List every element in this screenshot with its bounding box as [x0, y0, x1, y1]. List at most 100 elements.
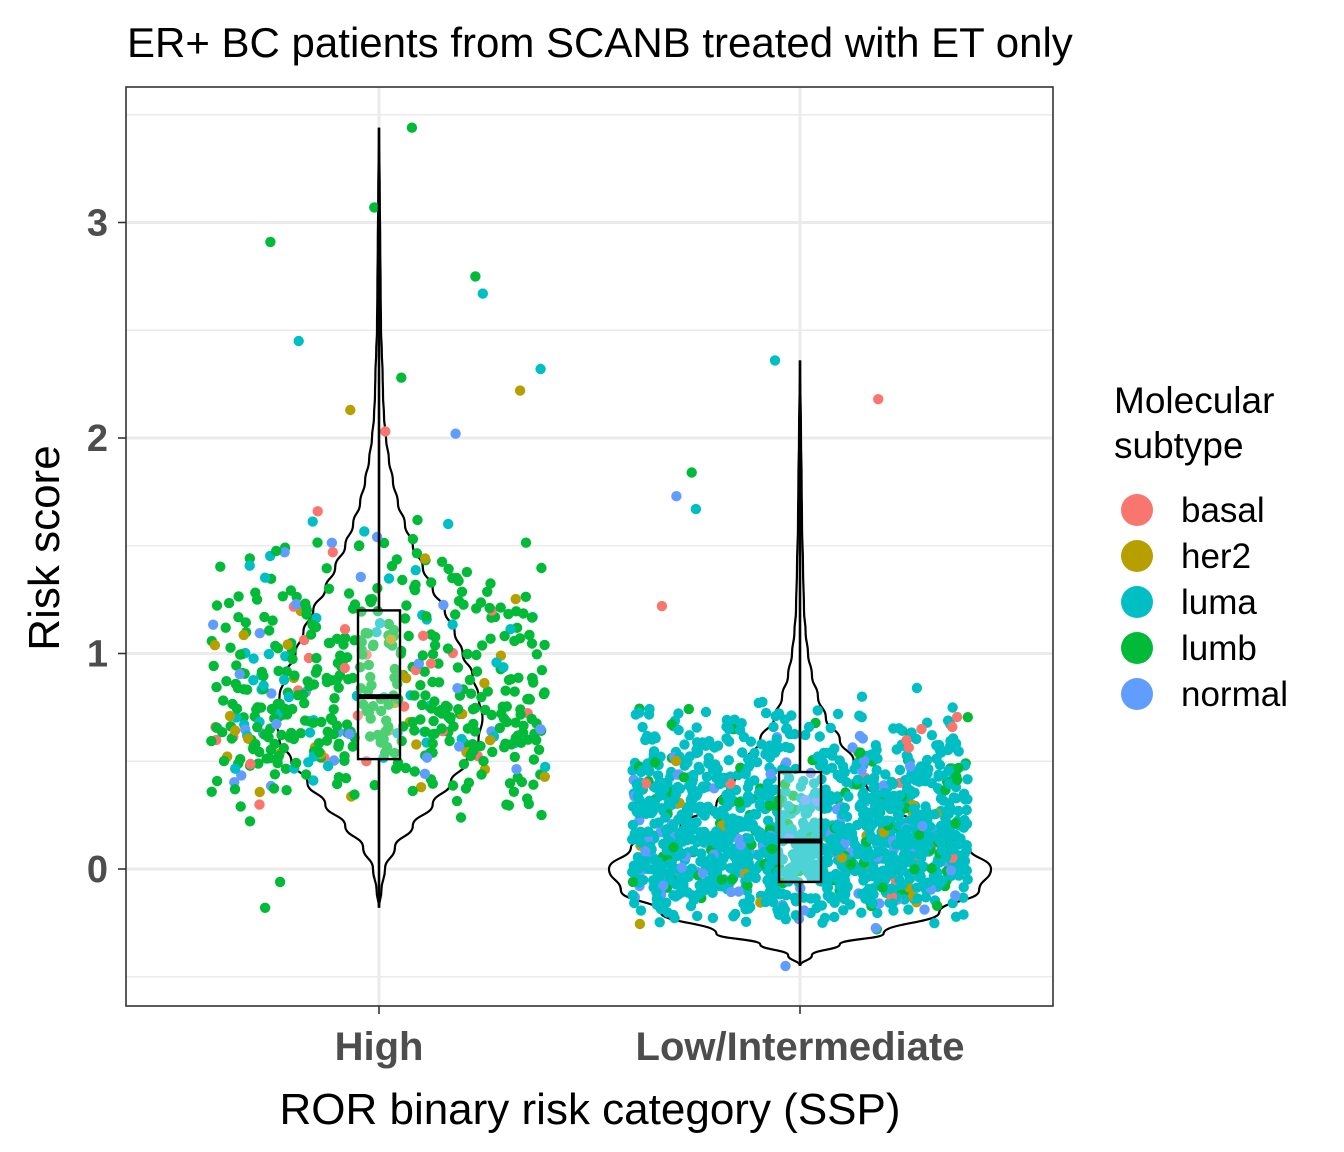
data-point-lumb — [259, 729, 270, 740]
data-point-lumb — [316, 716, 327, 728]
data-point-lumb — [436, 708, 447, 719]
data-point-lumb — [440, 700, 452, 711]
data-point-lumb — [499, 630, 510, 642]
data-point-lumb — [471, 666, 483, 677]
data-point-luma — [829, 911, 840, 923]
data-point-lumb — [539, 639, 550, 651]
data-point-lumb — [433, 658, 444, 669]
data-point-lumb — [952, 774, 963, 786]
data-point-her2 — [385, 634, 397, 645]
data-point-lumb — [452, 662, 464, 673]
data-point-luma — [769, 784, 781, 795]
data-point-luma — [825, 891, 837, 902]
data-point-lumb — [218, 755, 230, 767]
data-point-lumb — [232, 682, 243, 694]
data-point-luma — [822, 882, 834, 893]
data-point-luma — [846, 828, 858, 839]
data-point-luma — [800, 729, 811, 741]
data-point-luma — [778, 810, 790, 821]
data-point-lumb — [407, 716, 419, 728]
data-point-luma — [259, 572, 271, 583]
data-point-luma — [764, 887, 775, 898]
box-iqr — [356, 609, 402, 761]
data-point-lumb — [962, 712, 973, 723]
data-point-lumb — [520, 591, 531, 602]
data-point-lumb — [380, 747, 391, 758]
y-axis-ticks: 0 1 2 3 — [87, 203, 126, 891]
data-point-lumb — [279, 703, 290, 714]
data-point-lumb — [909, 864, 920, 875]
data-point-lumb — [522, 694, 533, 705]
data-point-luma — [890, 839, 902, 850]
data-point-lumb — [253, 758, 264, 769]
data-point-lumb — [733, 797, 745, 808]
data-point-lumb — [258, 670, 269, 682]
data-point-lumb — [343, 588, 355, 599]
data-point-luma — [953, 746, 964, 757]
data-point-luma — [839, 874, 850, 885]
data-point-lumb — [357, 649, 368, 660]
data-point-luma — [838, 905, 849, 916]
data-point-her2 — [209, 640, 221, 651]
data-point-lumb — [397, 574, 408, 586]
data-point-luma — [749, 808, 760, 820]
data-point-lumb — [339, 751, 350, 762]
data-point-luma — [371, 627, 382, 638]
data-point-lumb — [686, 467, 697, 478]
data-point-luma — [863, 794, 875, 805]
data-point-lumb — [503, 608, 514, 620]
data-point-lumb — [259, 611, 270, 623]
x-tick-label: Low/Intermediate — [636, 1025, 965, 1069]
data-point-normal — [658, 880, 669, 891]
data-point-lumb — [467, 739, 478, 750]
data-point-lumb — [391, 554, 402, 565]
data-point-luma — [631, 778, 642, 790]
data-point-luma — [886, 776, 897, 788]
data-point-lumb — [268, 783, 280, 794]
data-point-luma — [732, 815, 743, 826]
data-point-lumb — [299, 715, 311, 726]
data-point-luma — [798, 775, 809, 787]
y-tick-label: 3 — [87, 203, 108, 245]
data-point-normal — [452, 683, 463, 694]
data-point-luma — [786, 710, 797, 721]
data-point-lumb — [299, 698, 310, 709]
data-point-normal — [419, 768, 431, 779]
x-axis-ticks: High Low/Intermediate — [335, 1006, 965, 1069]
data-point-lumb — [233, 612, 244, 623]
data-point-luma — [893, 811, 904, 823]
data-point-luma — [756, 791, 767, 802]
data-point-luma — [743, 833, 755, 844]
data-point-luma — [911, 682, 923, 694]
data-point-luma — [695, 801, 706, 812]
data-point-luma — [918, 861, 929, 872]
data-point-lumb — [950, 818, 961, 829]
data-point-lumb — [264, 625, 275, 636]
data-point-basal — [418, 630, 429, 641]
data-point-luma — [835, 891, 846, 902]
legend: Molecular subtype basal her2 luma lumb norma… — [1114, 380, 1288, 714]
data-point-luma — [872, 907, 883, 919]
data-point-lumb — [877, 882, 888, 893]
data-point-lumb — [503, 800, 515, 811]
data-point-luma — [648, 749, 659, 760]
data-point-lumb — [528, 754, 540, 765]
data-point-lumb — [427, 738, 438, 749]
data-point-luma — [819, 912, 831, 924]
data-point-lumb — [467, 704, 479, 715]
data-point-luma — [922, 877, 933, 888]
data-point-lumb — [261, 753, 272, 764]
data-point-luma — [721, 721, 732, 732]
data-point-luma — [817, 757, 829, 768]
data-point-lumb — [389, 747, 400, 759]
data-point-luma — [948, 733, 959, 744]
data-point-her2 — [415, 782, 427, 793]
data-point-luma — [962, 794, 973, 805]
data-point-lumb — [223, 597, 235, 609]
data-point-basal — [903, 742, 914, 753]
data-point-basal — [916, 723, 927, 735]
data-point-luma — [781, 723, 792, 735]
legend-key-lumb — [1121, 632, 1153, 664]
data-point-luma — [649, 799, 660, 810]
